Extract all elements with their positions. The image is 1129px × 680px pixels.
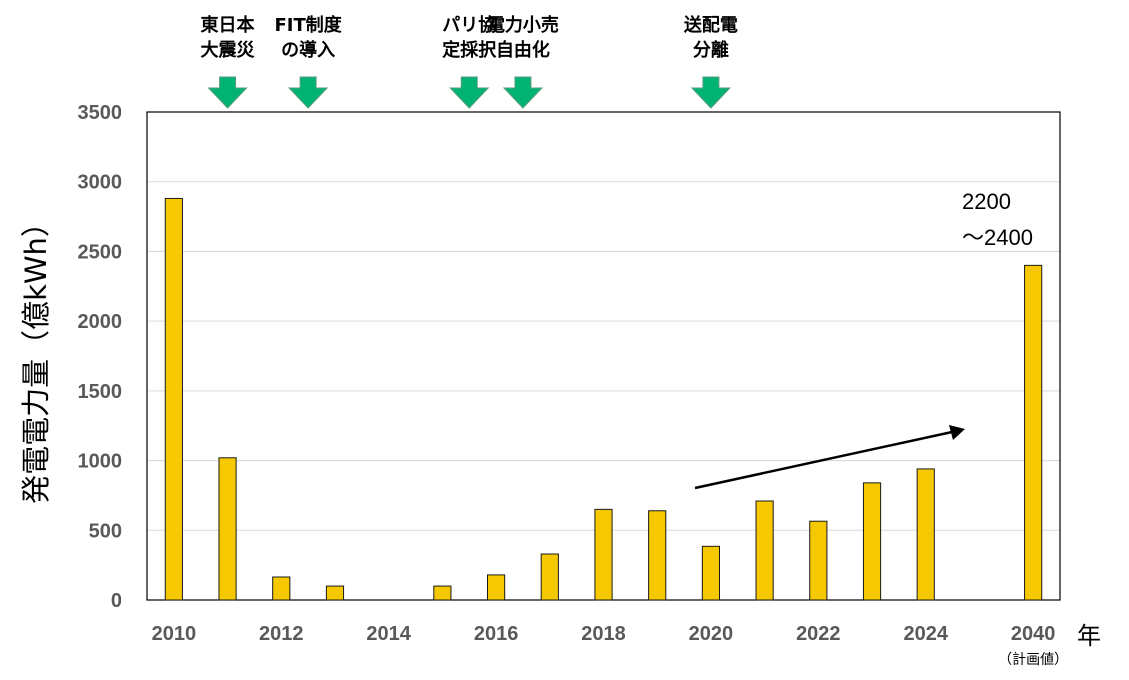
event-label-line: 分離 [693, 39, 729, 61]
plan-value-note: （計画値） [998, 652, 1068, 668]
event-label-line: 東日本 [201, 14, 255, 36]
bar-2040 [1024, 264, 1043, 601]
y-tick-label: 3000 [78, 172, 123, 194]
x-tick-label: 2010 [152, 623, 197, 645]
x-tick-label: 2018 [581, 623, 626, 645]
event-label-line: 電力小売 [487, 14, 559, 36]
trend-arrow [694, 425, 965, 490]
bar-2013 [325, 585, 345, 601]
bar-2019 [648, 510, 667, 601]
y-tick-label: 500 [89, 520, 122, 542]
bar-2012 [272, 576, 291, 601]
down-arrow-icon [502, 76, 544, 109]
down-arrow-icon [449, 76, 490, 109]
y-tick-label: 0 [111, 590, 122, 612]
event-label-line: FIT制度 [274, 14, 342, 36]
event-label-line: 定採択 [442, 39, 497, 61]
y-tick-label: 1000 [78, 451, 123, 473]
bar-2010 [164, 197, 183, 601]
event-label-line: 自由化 [496, 39, 550, 61]
x-tick-label: 2022 [796, 623, 841, 645]
down-arrow-icon [207, 76, 248, 109]
event-label-line: 大震災 [201, 39, 256, 61]
bar-2021 [755, 500, 774, 601]
x-tick-label: 2040 [1011, 623, 1056, 645]
y-tick-label: 2000 [78, 311, 123, 333]
x-tick-label: 2024 [903, 623, 948, 645]
bar-2011 [218, 457, 237, 601]
y-axis-label: 発電電力量（億kWh） [19, 208, 53, 504]
bar-2023 [862, 482, 882, 601]
y-tick-label: 3500 [78, 102, 123, 124]
forecast-annotation-line2: ～2400 [962, 225, 1033, 250]
x-axis-unit: 年 [1077, 622, 1101, 650]
forecast-annotation-line1: 2200 [962, 189, 1011, 214]
y-tick-labels: 0 500 1000 1500 2000 2500 3000 3500 [78, 102, 123, 612]
bars [164, 197, 1043, 601]
event-label-line: パリ協 [442, 14, 496, 36]
x-tick-label: 2020 [689, 623, 734, 645]
down-arrow-icon [690, 76, 732, 109]
bar-2016 [486, 574, 506, 601]
x-tick-labels: 2010 2012 2014 2016 2018 2020 2022 2024 2040 [152, 623, 1056, 645]
bar-2015 [433, 585, 452, 601]
bar-2018 [594, 508, 613, 601]
bar-2022 [809, 520, 828, 601]
x-tick-label: 2016 [474, 623, 519, 645]
x-tick-label: 2014 [366, 623, 411, 645]
x-tick-label: 2012 [259, 623, 304, 645]
bar-2024 [916, 468, 935, 601]
down-arrow-icon [287, 76, 329, 109]
bar-2017 [540, 553, 559, 601]
event-label-line: の導入 [281, 39, 335, 61]
bar-2020 [701, 545, 721, 601]
y-tick-label: 1500 [78, 381, 123, 403]
gridlines [147, 181, 1060, 531]
event-label-line: 送配電 [683, 14, 738, 36]
y-tick-label: 2500 [78, 241, 123, 263]
